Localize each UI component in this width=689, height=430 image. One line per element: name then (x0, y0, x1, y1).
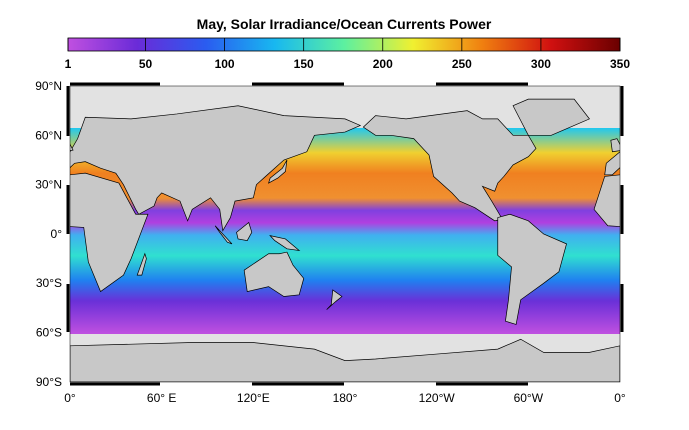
colorbar-tick-label: 300 (531, 57, 551, 71)
colorbar-tick-label: 150 (294, 57, 314, 71)
longitude-label: 120°W (419, 391, 456, 405)
landmass (243, 251, 305, 297)
landmass (512, 98, 590, 136)
map (70, 86, 620, 382)
latitude-label: 30°S (36, 276, 62, 290)
longitude-label: 60° E (147, 391, 176, 405)
latitude-label: 90°S (36, 375, 62, 389)
longitude-label: 180° (333, 391, 358, 405)
latitude-label: 0° (51, 227, 63, 241)
map-border (69, 85, 621, 383)
title: May, Solar Irradiance/Ocean Currents Pow… (197, 16, 492, 32)
landmass (70, 172, 149, 293)
landmass (214, 225, 233, 245)
colorbar-tick-label: 1 (65, 57, 72, 71)
landmass (268, 159, 288, 184)
colorbar (67, 37, 621, 52)
landmass (619, 345, 620, 382)
landmass (593, 174, 620, 227)
landmass (497, 213, 567, 325)
latitude-label: 60°N (35, 128, 62, 142)
landmass (326, 289, 343, 310)
landmass (604, 151, 620, 176)
landmass (70, 338, 620, 382)
landmass (236, 221, 253, 241)
latitude-label: 30°N (35, 178, 62, 192)
longitude-label: 0° (614, 391, 626, 405)
latitude-label: 90°N (35, 79, 62, 93)
colorbar-tick-label: 200 (373, 57, 393, 71)
latitude-label: 60°S (36, 326, 62, 340)
landmass (70, 105, 362, 232)
colorbar-tick-label: 100 (215, 57, 235, 71)
landmass (269, 235, 301, 251)
colorbar-tick-label: 350 (610, 57, 630, 71)
longitude-label: 120°E (237, 391, 270, 405)
longitude-label: 0° (64, 391, 76, 405)
longitude-label: 60°W (514, 391, 544, 405)
landmass (610, 138, 620, 153)
landmass (362, 110, 537, 222)
colorbar-tick-label: 50 (139, 57, 153, 71)
colorbar-tick-label: 250 (452, 57, 472, 71)
landmass (70, 143, 74, 151)
landmass (136, 252, 147, 276)
